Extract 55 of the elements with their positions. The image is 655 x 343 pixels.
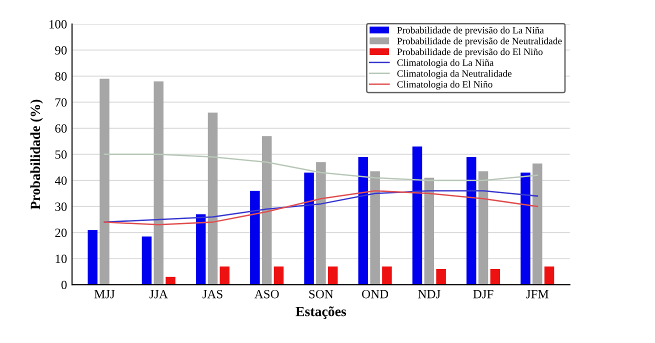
legend-label: Probabilidade de previsão do El Niño — [397, 48, 543, 58]
bar — [304, 172, 314, 285]
bar — [316, 162, 326, 285]
x-axis-title: Estações — [296, 306, 346, 319]
y-tick-label: 0 — [61, 280, 67, 290]
bar — [250, 190, 260, 285]
bar — [100, 78, 110, 285]
bar — [478, 171, 488, 285]
x-tick-label: NDJ — [418, 290, 440, 298]
line-series — [104, 154, 538, 182]
x-tick-label: JAS — [202, 290, 222, 298]
x-tick-label: JFM — [526, 290, 548, 298]
bar — [328, 266, 338, 285]
x-tick-label: SON — [309, 290, 334, 298]
y-tick-label: 20 — [55, 228, 67, 238]
bar — [220, 266, 230, 285]
bar — [274, 266, 284, 285]
bar — [166, 276, 176, 285]
legend-label: Probabilidade de previsão de Neutralidade — [397, 37, 562, 46]
bar — [436, 269, 446, 285]
bar — [262, 136, 272, 285]
bar — [358, 156, 368, 285]
bar — [88, 230, 98, 285]
bar — [196, 214, 206, 285]
bar — [532, 163, 542, 285]
bar — [154, 81, 164, 285]
y-axis-title: Probabilidade (%) — [30, 100, 43, 210]
y-tick-label: 40 — [54, 176, 67, 185]
bar — [370, 171, 380, 285]
bar — [412, 146, 422, 285]
bar — [490, 269, 500, 285]
y-tick-label: 70 — [56, 98, 67, 107]
legend-label: Probabilidade de previsão do La Niña — [397, 26, 544, 36]
bar — [382, 266, 392, 285]
y-tick-label: 50 — [55, 150, 67, 159]
bar — [466, 156, 476, 285]
y-tick-label: 10 — [56, 254, 67, 264]
x-tick-label: MJJ — [94, 290, 115, 298]
y-tick-label: 30 — [55, 202, 67, 211]
x-tick-label: OND — [362, 290, 388, 298]
legend-label: Climatologia da Neutralidade — [397, 70, 512, 79]
y-tick-label: 90 — [55, 46, 67, 55]
bar — [424, 178, 434, 285]
bar — [142, 236, 152, 285]
y-tick-label: 100 — [50, 20, 67, 28]
bar — [520, 172, 530, 285]
bar — [544, 266, 554, 285]
x-tick-label: JJA — [150, 290, 168, 298]
bar — [208, 112, 218, 285]
legend-label: Climatologia do La Niña — [397, 59, 494, 68]
x-tick-label: ASO — [254, 290, 279, 298]
y-tick-label: 60 — [55, 124, 67, 133]
x-tick-label: DJF — [473, 290, 494, 298]
y-tick-label: 80 — [55, 72, 67, 81]
legend-label: Climatologia do El Niño — [397, 80, 492, 90]
